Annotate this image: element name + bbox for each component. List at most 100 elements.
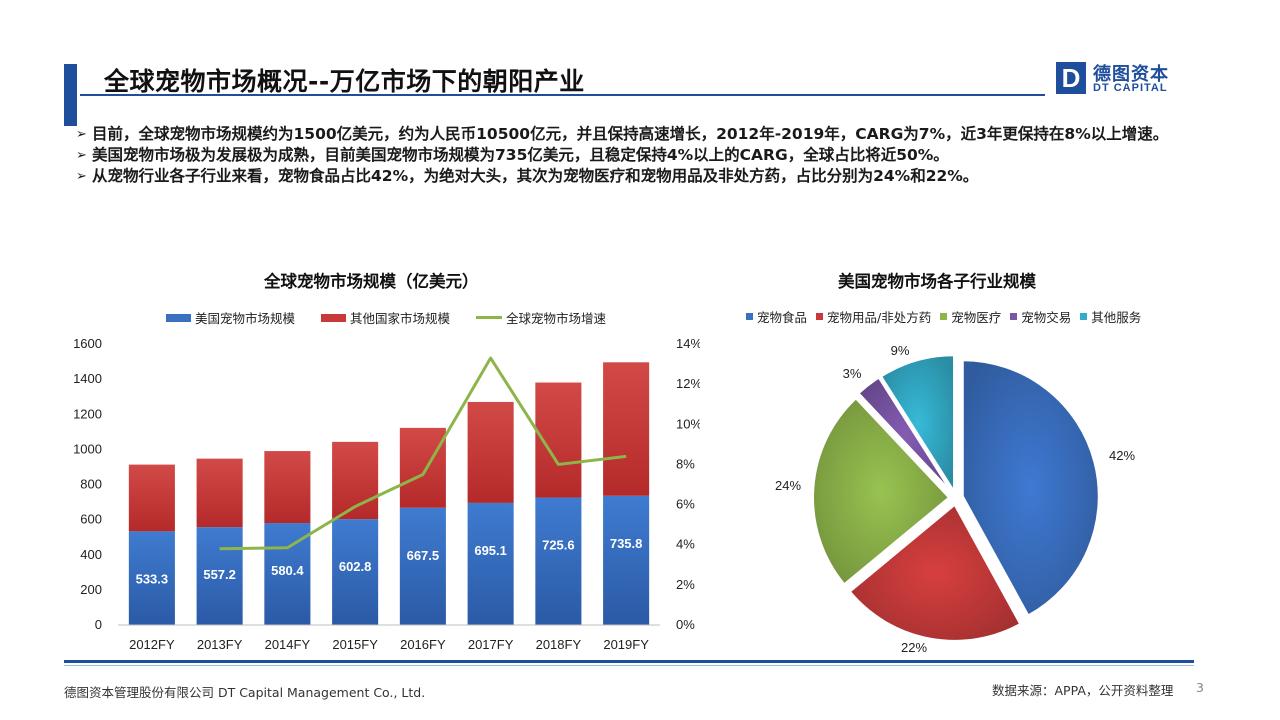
bar-data-label: 557.2	[203, 567, 236, 582]
y-axis-tick-label: 1200	[73, 406, 102, 421]
bullet-item: ➢ 目前，全球宠物市场规模约为1500亿美元，约为人民币10500亿元，并且保持高…	[76, 124, 1206, 145]
legend-label: 宠物医疗	[951, 310, 1002, 325]
bar-data-label: 695.1	[474, 543, 507, 558]
y-axis-tick-label: 800	[80, 477, 102, 492]
logo-text-cn: 德图资本	[1093, 64, 1169, 85]
pie-slice-label: 42%	[1109, 448, 1135, 463]
pie-slice	[812, 397, 951, 586]
legend-item-medical: 宠物医疗	[940, 307, 1001, 326]
y-axis-tick-label: 1600	[73, 336, 102, 351]
pie-slice	[961, 359, 1100, 617]
title-divider	[80, 94, 1045, 96]
legend-line-swatch	[476, 316, 503, 319]
legend-label: 宠物交易	[1021, 310, 1072, 325]
bullet-text: 目前，全球宠物市场规模约为1500亿美元，约为人民币10500亿元，并且保持高速…	[92, 125, 1169, 143]
pie-chart-title: 美国宠物市场各子行业规模	[838, 272, 1036, 291]
y2-axis-tick-label: 10%	[676, 416, 700, 431]
y2-axis-tick-label: 4%	[676, 537, 695, 552]
pie-slice	[857, 376, 953, 494]
legend-item-food: 宠物食品	[746, 307, 807, 326]
y2-axis-tick-label: 8%	[676, 456, 695, 471]
legend-item-supplies: 宠物用品/非处方药	[816, 307, 931, 326]
growth-rate-line	[219, 356, 627, 551]
legend-label: 其他服务	[1091, 310, 1142, 325]
bar-us-market	[467, 502, 514, 625]
y2-axis-tick-label: 12%	[676, 376, 700, 391]
y-axis-tick-label: 200	[80, 582, 102, 597]
x-axis-tick-label: 2012FY	[129, 637, 175, 652]
bar-data-label: 735.8	[610, 536, 643, 551]
pie-slice	[848, 503, 1022, 642]
bar-chart-title: 全球宠物市场规模（亿美元）	[264, 272, 479, 291]
bar-us-market	[399, 507, 446, 625]
bar-other-market	[467, 401, 514, 503]
bar-other-market	[603, 362, 650, 496]
legend-item-trade: 宠物交易	[1010, 307, 1071, 326]
x-axis-tick-label: 2016FY	[400, 637, 446, 652]
legend-swatch	[816, 313, 824, 320]
pie-chart-legend: 宠物食品 宠物用品/非处方药 宠物医疗 宠物交易 其他服务	[746, 307, 1150, 326]
arrow-bullet-icon: ➢	[76, 148, 87, 163]
bullet-item: ➢ 从宠物行业各子行业来看，宠物食品占比42%，为绝对大头，其次为宠物医疗和宠物用…	[76, 166, 1206, 187]
bar-us-market	[603, 495, 650, 625]
legend-item-us: 美国宠物市场规模	[166, 308, 295, 327]
pie-slice	[879, 354, 956, 495]
legend-swatch	[746, 313, 753, 320]
page-title: 全球宠物市场概况--万亿市场下的朝阳产业	[104, 67, 585, 96]
legend-label: 其他国家市场规模	[350, 311, 451, 326]
y2-axis-tick-label: 0%	[676, 617, 695, 632]
arrow-bullet-icon: ➢	[76, 127, 87, 142]
pie-chart: 42% 22% 24% 3% 9%	[775, 343, 1135, 655]
bar-chart-legend: 美国宠物市场规模 其他国家市场规模 全球宠物市场增速	[166, 308, 632, 327]
legend-swatch	[940, 313, 948, 320]
y2-axis-tick-label: 2%	[676, 577, 695, 592]
footer-divider-thin	[64, 665, 1194, 666]
footer-source: 数据来源：APPA，公开资料整理	[992, 683, 1174, 698]
legend-label: 美国宠物市场规模	[195, 311, 296, 326]
footer-company: 德图资本管理股份有限公司 DT Capital Management Co., …	[64, 685, 426, 700]
pie-slice-label: 9%	[891, 343, 910, 358]
bar-data-label: 533.3	[136, 571, 169, 586]
y-axis-tick-label: 1400	[73, 371, 102, 386]
logo-mark: D	[1056, 62, 1086, 94]
bar-us-market	[535, 497, 582, 625]
bar-other-market	[128, 464, 175, 532]
bar-chart: 0 200 400 600 800 1000 1200 1400 1600 0% 2% 4% 6% 8% 1…	[73, 336, 700, 652]
bar-us-market	[332, 519, 379, 625]
x-axis-tick-label: 2013FY	[197, 637, 243, 652]
bar-data-label: 580.4	[271, 563, 304, 578]
y-axis-tick-label: 600	[80, 512, 102, 527]
x-axis-tick-label: 2018FY	[536, 637, 582, 652]
x-axis-tick-label: 2015FY	[332, 637, 378, 652]
pie-slice-label: 22%	[901, 640, 927, 655]
bullet-item: ➢ 美国宠物市场极为发展极为成熟，目前美国宠物市场规模为735亿美元，且稳定保持4…	[76, 145, 1206, 166]
legend-label: 全球宠物市场增速	[506, 311, 607, 326]
bar-other-market	[264, 451, 311, 524]
bar-data-label: 725.6	[542, 538, 575, 553]
y-axis-tick-label: 400	[80, 547, 102, 562]
bar-other-market	[399, 427, 446, 508]
bullet-text: 从宠物行业各子行业来看，宠物食品占比42%，为绝对大头，其次为宠物医疗和宠物用品…	[92, 167, 979, 185]
y-axis-tick-label: 1000	[73, 441, 102, 456]
y2-axis-tick-label: 14%	[676, 336, 700, 351]
bar-other-market	[196, 458, 243, 528]
legend-label: 宠物用品/非处方药	[827, 310, 932, 325]
legend-swatch	[1080, 313, 1088, 320]
pie-slice-label: 3%	[843, 366, 862, 381]
x-axis-tick-label: 2017FY	[468, 637, 514, 652]
logo-text-en: DT CAPITAL	[1093, 82, 1168, 94]
bullet-text: 美国宠物市场极为发展极为成熟，目前美国宠物市场规模为735亿美元，且稳定保持4%…	[92, 146, 949, 164]
footer-divider	[64, 660, 1194, 663]
bar-data-label: 602.8	[339, 559, 372, 574]
y-axis-tick-label: 0	[95, 617, 102, 632]
arrow-bullet-icon: ➢	[76, 169, 87, 184]
title-accent-bar	[64, 64, 77, 126]
legend-swatch	[166, 313, 191, 322]
legend-item-other: 其他国家市场规模	[321, 308, 450, 327]
summary-bullets: ➢ 目前，全球宠物市场规模约为1500亿美元，约为人民币10500亿元，并且保持高…	[76, 124, 1206, 187]
legend-item-growth: 全球宠物市场增速	[476, 308, 606, 327]
bar-us-market	[128, 531, 175, 625]
pie-slice-label: 24%	[775, 478, 801, 493]
legend-swatch	[321, 313, 347, 322]
x-axis-tick-label: 2019FY	[603, 637, 649, 652]
